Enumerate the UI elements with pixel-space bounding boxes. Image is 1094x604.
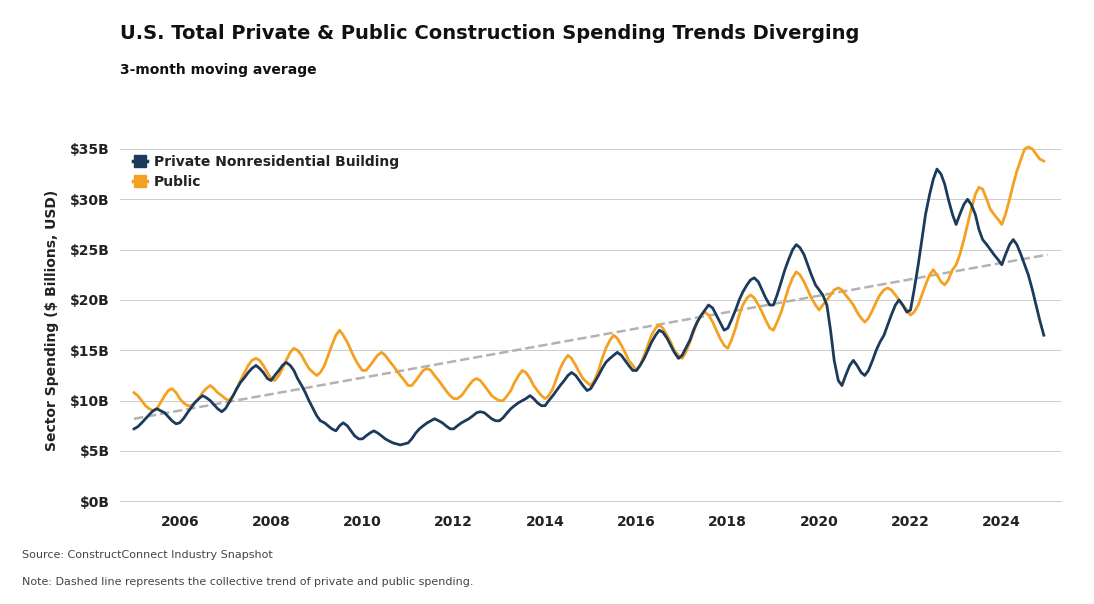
Text: U.S. Total Private & Public Construction Spending Trends Diverging: U.S. Total Private & Public Construction… xyxy=(120,24,860,43)
Text: 3-month moving average: 3-month moving average xyxy=(120,63,317,77)
Text: Note: Dashed line represents the collective trend of private and public spending: Note: Dashed line represents the collect… xyxy=(22,577,474,587)
Text: Source: ConstructConnect Industry Snapshot: Source: ConstructConnect Industry Snapsh… xyxy=(22,550,272,560)
Y-axis label: Sector Spending ($ Billions, USD): Sector Spending ($ Billions, USD) xyxy=(45,190,59,451)
Legend: Private Nonresidential Building, Public: Private Nonresidential Building, Public xyxy=(127,149,405,194)
